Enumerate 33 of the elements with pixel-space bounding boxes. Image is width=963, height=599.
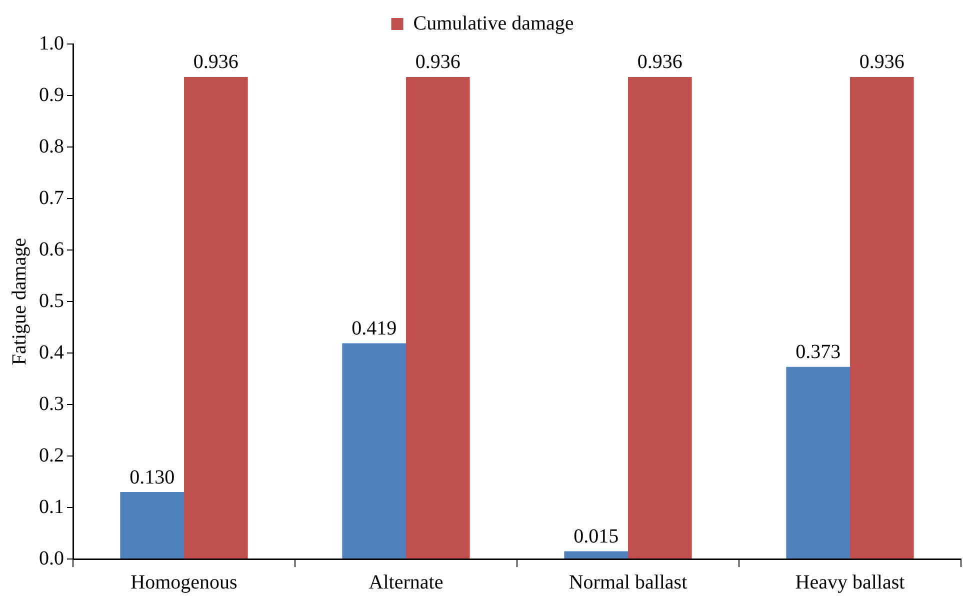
x-tick-label: Heavy ballast [795,571,906,594]
data-label: 0.936 [193,51,238,74]
bar [406,76,470,558]
y-tick-label: 0.6 [39,238,64,260]
bar [850,76,914,558]
bar [564,551,628,558]
data-label: 0.015 [574,526,619,548]
y-tick-label: 0.5 [39,290,64,312]
y-tick-label: 0.4 [39,341,64,364]
data-label: 0.373 [796,341,841,364]
data-label: 0.936 [637,51,682,74]
x-tick-label: Alternate [368,571,444,594]
y-axis-title: Fatigue damage [8,238,30,366]
bar [120,492,184,558]
data-label: 0.130 [130,466,175,488]
bar [184,76,248,558]
bar [628,76,692,558]
y-tick-label: 0.3 [39,392,64,415]
y-tick-label: 0.2 [39,444,64,466]
y-tick-label: 1.0 [39,32,64,54]
y-tick-label: 0.0 [39,547,64,570]
x-tick-label: Homogenous [130,571,238,594]
data-label: 0.936 [859,51,904,74]
y-tick-label: 0.1 [39,496,64,518]
bar [342,343,406,558]
y-tick-label: 0.9 [39,84,64,106]
y-tick-label: 0.8 [39,135,64,158]
data-label: 0.419 [352,317,397,340]
bar [786,366,850,558]
x-tick-label: Normal ballast [568,571,688,594]
data-label: 0.936 [415,51,460,74]
y-tick-label: 0.7 [39,186,64,209]
legend-label: Cumulative damage [413,12,574,34]
